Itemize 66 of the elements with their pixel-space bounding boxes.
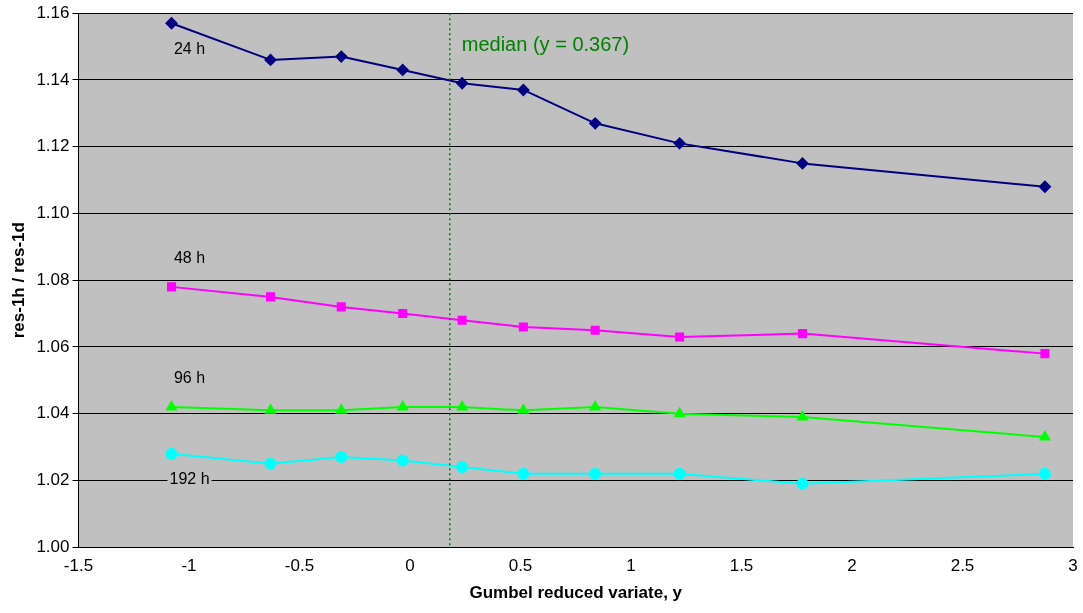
x-tick-label: 2 [847, 556, 857, 576]
point [674, 407, 685, 418]
point [336, 302, 346, 312]
point [673, 137, 686, 150]
x-axis-title: Gumbel reduced variate, y [469, 583, 683, 603]
point [166, 401, 177, 411]
point [335, 50, 348, 63]
y-tick-label: 1.12 [36, 136, 70, 156]
point [517, 83, 530, 96]
point [397, 401, 409, 411]
point [589, 117, 602, 130]
y-tick-label: 1.14 [36, 69, 70, 89]
y-axis-title: res-1h / res-1d [8, 222, 28, 339]
y-tick-label: 1.10 [36, 203, 70, 223]
point [673, 467, 686, 480]
point [1040, 349, 1050, 359]
point [796, 157, 809, 170]
point [456, 461, 469, 474]
x-tick-label: 2.5 [950, 556, 975, 576]
x-tick-label: -1 [181, 556, 197, 576]
point [396, 63, 409, 76]
y-tick-label: 1.02 [36, 470, 70, 490]
annotation: median (y = 0.367) [461, 32, 630, 55]
point [265, 404, 276, 414]
x-tick-label: -1.5 [63, 556, 94, 576]
point [266, 292, 276, 302]
y-tick-label: 1.00 [36, 536, 70, 556]
point [589, 401, 601, 411]
point [165, 17, 178, 30]
point [335, 451, 348, 464]
y-tick-label: 1.08 [36, 269, 70, 289]
point [165, 447, 178, 460]
point [590, 325, 600, 335]
point [398, 309, 408, 319]
series-label: 192 h [169, 470, 210, 488]
point [456, 401, 468, 411]
point [797, 329, 808, 339]
series-label: 48 h [173, 249, 206, 267]
point [264, 53, 277, 66]
point [456, 77, 469, 90]
point [457, 315, 467, 325]
y-tick-label: 1.04 [36, 403, 70, 423]
point [589, 467, 602, 480]
point [517, 467, 530, 480]
x-tick-label: 0.5 [508, 556, 533, 576]
point [796, 477, 809, 490]
x-tick-label: 0 [405, 556, 415, 576]
point [1038, 180, 1051, 193]
x-tick-label: 3 [1068, 556, 1078, 576]
series-label: 96 h [173, 369, 206, 387]
x-tick-label: 1.5 [729, 556, 754, 576]
point [1038, 467, 1051, 480]
point [396, 454, 409, 467]
point [797, 411, 808, 421]
point [335, 404, 347, 414]
series-label: 24 h [173, 39, 206, 57]
y-tick-label: 1.06 [36, 336, 70, 356]
x-tick-label: -0.5 [284, 556, 315, 576]
x-tick-label: 1 [626, 556, 636, 576]
point [518, 404, 529, 414]
point [166, 282, 177, 292]
point [518, 322, 528, 332]
point [264, 457, 277, 470]
point [1039, 431, 1051, 441]
y-tick-label: 1.16 [36, 2, 70, 22]
point [675, 332, 685, 342]
